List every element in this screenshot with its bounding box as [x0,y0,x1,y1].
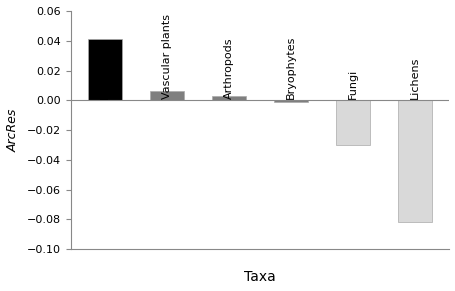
Bar [88,39,122,100]
Bar [150,91,183,100]
Text: Vascular plants: Vascular plants [162,14,172,99]
Text: Bryophytes: Bryophytes [285,36,295,99]
Text: Arthropods: Arthropods [223,37,233,99]
Bar [273,100,307,102]
Text: Fungi: Fungi [347,69,357,99]
X-axis label: Taxa: Taxa [243,270,275,284]
Y-axis label: ArcRes: ArcRes [7,108,20,152]
Bar [212,96,245,100]
Text: Molluscs: Molluscs [100,52,110,99]
Bar [397,100,431,222]
Bar [335,100,369,145]
Text: Lichens: Lichens [409,56,419,99]
